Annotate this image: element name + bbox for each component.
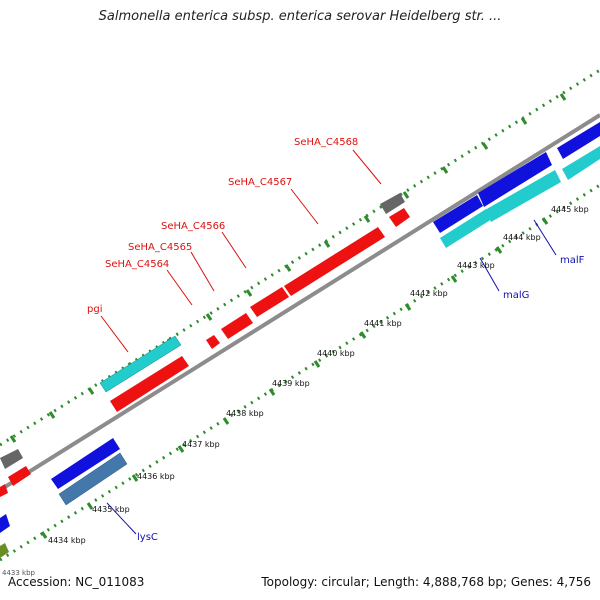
label-leader-lines-red [100, 149, 382, 353]
tick-label-4444: 4444 kbp [503, 233, 541, 242]
tick-label-4445: 4445 kbp [551, 205, 589, 214]
tick-label-4433-partial: 4433 kbp [2, 569, 36, 577]
gene-arrow-malg-blue[interactable] [433, 195, 483, 233]
tick-label-4439: 4439 kbp [272, 379, 310, 388]
gene-arrow-malf[interactable] [485, 170, 561, 222]
gene-arrow-pgi[interactable] [99, 335, 182, 393]
gene-label-malf: malF [560, 255, 585, 266]
gene-arrow-left-olive[interactable] [0, 543, 9, 558]
genome-summary-text: Topology: circular; Length: 4,888,768 bp… [261, 575, 591, 589]
gene-arrow-left-gray[interactable] [0, 449, 23, 469]
gene-arrow-malf-blue[interactable] [478, 152, 552, 207]
gene-arrow-seha-c4565[interactable] [221, 313, 253, 339]
gene-arrow-left-red-2[interactable] [0, 484, 8, 497]
tick-label-4443: 4443 kbp [457, 261, 495, 270]
gene-arrow-seha-c4568[interactable] [389, 208, 410, 227]
gene-arrow-right-blue[interactable] [557, 122, 600, 159]
gene-arrow-seha-c4566[interactable] [250, 287, 289, 317]
gene-label-seha-c4564: SeHA_C4564 [105, 259, 169, 270]
gene-label-seha-c4566: SeHA_C4566 [161, 221, 225, 232]
gene-arrow-malg[interactable] [440, 209, 492, 248]
tick-label-4442: 4442 kbp [410, 289, 448, 298]
gene-label-seha-c4568: SeHA_C4568 [294, 137, 358, 148]
gene-label-pgi: pgi [87, 304, 102, 315]
gene-arrow-pgi-neighbor[interactable] [110, 356, 189, 412]
axis-tick-labels: 4434 kbp 4435 kbp 4436 kbp 4437 kbp 4438… [2, 205, 589, 577]
tick-label-4437: 4437 kbp [182, 440, 220, 449]
genome-backbone [0, 113, 600, 492]
accession-text: Accession: NC_011083 [8, 575, 145, 589]
gene-arrow-left-red-1[interactable] [8, 466, 31, 486]
gene-label-lysc: lysC [137, 532, 158, 543]
label-leader-lines-blue [106, 219, 557, 535]
gene-label-seha-c4567: SeHA_C4567 [228, 177, 292, 188]
outer-dotted-ruler [0, 68, 600, 447]
gene-arrow-right-cyan[interactable] [562, 146, 600, 180]
gene-arrow-seha-c4564[interactable] [206, 335, 220, 349]
gene-label-malg: malG [503, 290, 529, 301]
gene-label-seha-c4565: SeHA_C4565 [128, 242, 192, 253]
tick-label-4441: 4441 kbp [364, 319, 402, 328]
tick-label-4440: 4440 kbp [317, 349, 355, 358]
outer-major-ticks [9, 93, 567, 443]
gene-arrow-lysc[interactable] [58, 452, 128, 506]
inner-major-ticks [40, 217, 549, 539]
tick-label-4436: 4436 kbp [137, 472, 175, 481]
map-title: Salmonella enterica subsp. enterica sero… [98, 9, 502, 24]
gene-arrow-seha-c4567[interactable] [284, 227, 385, 296]
gene-arrow-seha-c4568-gray[interactable] [380, 193, 405, 214]
gene-arrow-left-blue[interactable] [0, 514, 10, 533]
tick-label-4434: 4434 kbp [48, 536, 86, 545]
tick-label-4435: 4435 kbp [92, 505, 130, 514]
inner-dotted-ruler [0, 183, 600, 562]
tick-label-4438: 4438 kbp [226, 409, 264, 418]
gene-arrow-lysc-blue[interactable] [51, 438, 120, 489]
